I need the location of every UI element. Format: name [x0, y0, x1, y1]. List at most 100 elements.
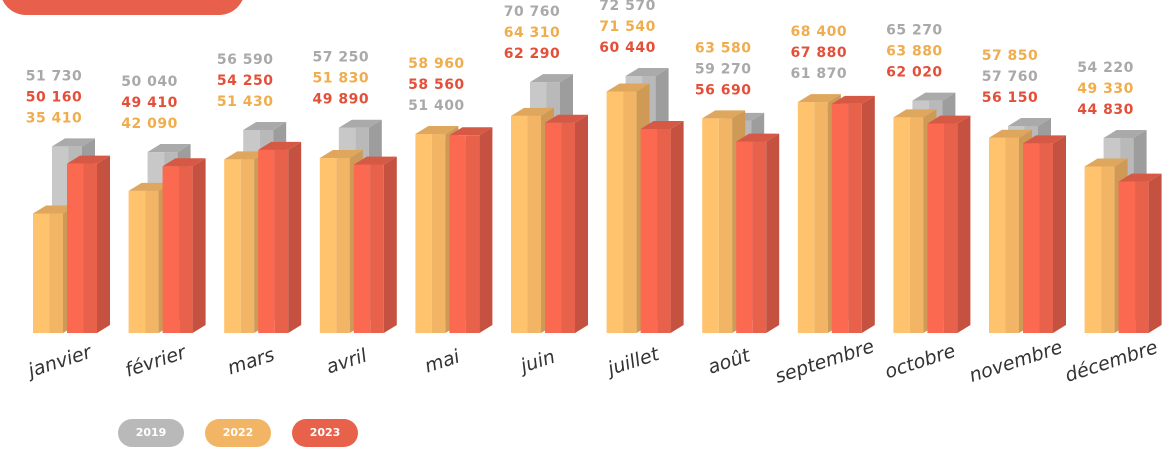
bar-front [258, 149, 275, 333]
bar-front-right [49, 213, 63, 333]
legend-swatch [292, 419, 358, 447]
bar-front-right [240, 159, 255, 333]
value-label: 65 270 [886, 23, 943, 39]
value-label: 54 250 [217, 73, 274, 89]
bar [258, 141, 302, 333]
value-label: 44 830 [1077, 102, 1134, 118]
bar-front-right [1101, 166, 1115, 333]
bar-top [511, 107, 554, 116]
x-tick-label: mars [225, 344, 277, 380]
x-tick-label: juin [515, 346, 558, 379]
value-label: 51 400 [408, 98, 465, 114]
bar-top [1008, 117, 1051, 126]
value-label: 51 830 [313, 71, 370, 87]
bar-side [192, 158, 206, 333]
bar-top [67, 155, 110, 164]
value-label: 57 250 [313, 50, 370, 66]
value-label: 51 730 [26, 68, 83, 84]
bar [736, 133, 780, 333]
bar-front [1023, 143, 1040, 333]
value-label: 49 330 [1077, 81, 1134, 97]
bar-front-right [336, 158, 350, 333]
bar-top [224, 151, 268, 160]
bar-side [575, 114, 588, 333]
bar-side [288, 141, 302, 333]
bar [353, 156, 397, 333]
bar [449, 127, 493, 334]
bar-front-right [1005, 137, 1019, 333]
bar [1023, 135, 1066, 333]
bar-top [338, 119, 382, 128]
bar-top [927, 115, 971, 124]
bar [162, 158, 206, 333]
value-label: 62 290 [504, 46, 561, 62]
bar-front [128, 190, 146, 333]
legend-label: 2022 [223, 426, 254, 439]
bar-front [511, 115, 528, 334]
value-label: 42 090 [121, 116, 178, 132]
bar-front-right [561, 122, 575, 333]
bar-front [1118, 181, 1136, 333]
bar-top [625, 68, 669, 76]
bar-front-right [370, 164, 384, 333]
x-tick-label: novembre [966, 336, 1065, 387]
bar-top [831, 95, 875, 104]
bar-top [52, 138, 95, 147]
bar-top [912, 92, 956, 101]
bar-top [243, 121, 287, 130]
bar-front [893, 117, 910, 333]
bar-front [33, 213, 50, 333]
bar-top [319, 150, 363, 159]
bar-front-right [83, 163, 97, 333]
legend-label: 2019 [136, 426, 167, 439]
bar [67, 155, 110, 333]
bar-front-right [274, 149, 289, 333]
bar-top [33, 205, 76, 214]
bar-top [736, 133, 780, 142]
bar-front [545, 122, 562, 333]
bar-top [702, 110, 746, 119]
value-label: 67 880 [791, 45, 848, 61]
bar-top [797, 94, 841, 103]
bar-front [353, 164, 371, 333]
bar-front-right [814, 102, 828, 334]
value-label: 60 440 [599, 40, 656, 56]
bar-top [606, 83, 650, 92]
bar-front [224, 159, 241, 333]
legend: 2019 2022 2023 [118, 419, 358, 447]
value-label: 57 760 [982, 69, 1039, 85]
value-label: 56 150 [982, 90, 1039, 106]
header-banner [2, 0, 243, 15]
value-label: 59 270 [695, 61, 752, 77]
bar-front-right [527, 115, 541, 334]
value-label: 71 540 [599, 19, 656, 35]
x-tick-label: décembre [1062, 336, 1160, 387]
value-label: 35 410 [26, 110, 83, 126]
bar-front [1084, 166, 1102, 333]
x-tick-label: avril [324, 344, 371, 378]
bar-top [258, 141, 302, 150]
bar-front-right [1135, 181, 1149, 333]
bar-front-right [145, 190, 159, 333]
bar-top [353, 156, 397, 165]
bar-top [128, 182, 172, 191]
bar-top [1103, 129, 1147, 138]
bar-front [797, 102, 815, 334]
bar-top [415, 125, 459, 134]
bar-front-right [465, 135, 480, 333]
bar-front [606, 91, 624, 334]
value-label: 49 410 [121, 95, 178, 111]
value-label: 50 040 [121, 74, 178, 90]
value-label: 64 310 [504, 25, 561, 41]
bar-top [147, 144, 191, 153]
bar-front-right [623, 91, 637, 334]
bar-front [702, 118, 719, 333]
bar-top [989, 129, 1032, 138]
bar-front-right [179, 166, 193, 333]
x-tick-label: janvier [23, 341, 96, 383]
bar-front-right [657, 128, 671, 333]
bar-top [545, 114, 588, 123]
bar-front [162, 166, 180, 333]
bar-front [927, 123, 944, 333]
bar-side [957, 115, 971, 333]
